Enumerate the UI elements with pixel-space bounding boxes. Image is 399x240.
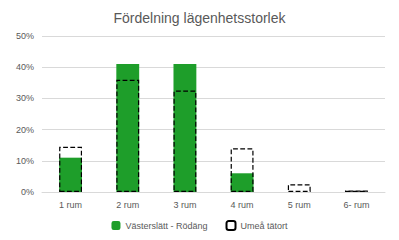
svg-text:6- rum: 6- rum [343, 200, 369, 210]
svg-text:20%: 20% [16, 125, 34, 135]
svg-text:Fördelning lägenhetsstorlek: Fördelning lägenhetsstorlek [114, 10, 287, 26]
svg-text:4 rum: 4 rum [231, 200, 254, 210]
svg-text:5 rum: 5 rum [288, 200, 311, 210]
svg-text:10%: 10% [16, 156, 34, 166]
svg-text:Umeå tätort: Umeå tätort [241, 221, 289, 231]
svg-text:30%: 30% [16, 93, 34, 103]
svg-text:1 rum: 1 rum [59, 200, 82, 210]
svg-text:50%: 50% [16, 31, 34, 41]
svg-text:Västerslätt - Rödäng: Västerslätt - Rödäng [125, 221, 207, 231]
svg-text:0%: 0% [21, 187, 34, 197]
svg-text:40%: 40% [16, 62, 34, 72]
svg-text:3 rum: 3 rum [173, 200, 196, 210]
svg-text:2 rum: 2 rum [116, 200, 139, 210]
